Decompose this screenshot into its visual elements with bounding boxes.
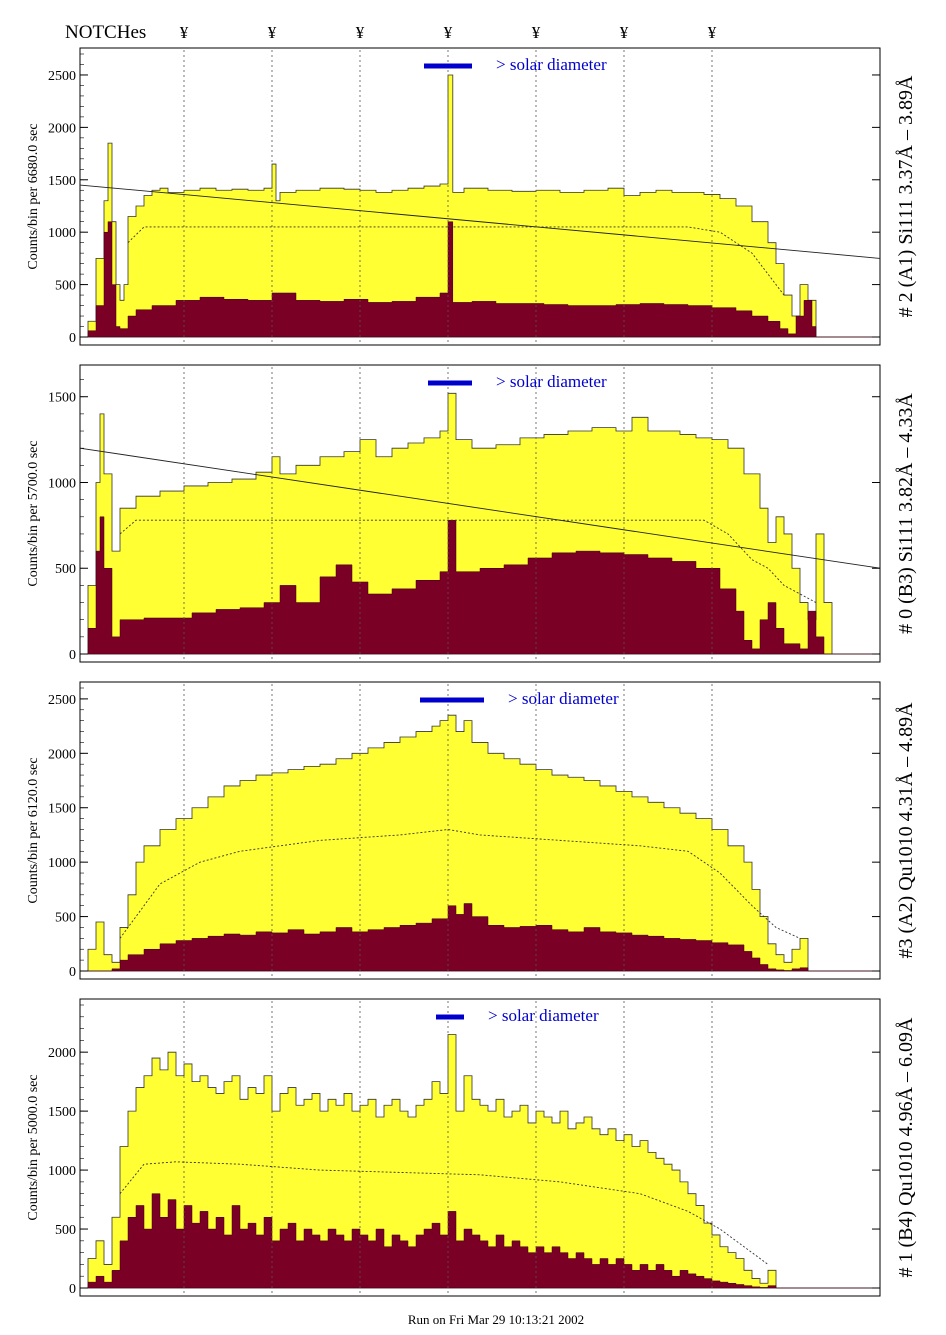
y-tick-label: 2500	[48, 69, 76, 84]
y-tick-label: 1500	[48, 1105, 76, 1120]
trend-line	[79, 447, 881, 569]
panel-side-label: # 0 (B3) Si111 3.82Å – 4.33Å	[895, 393, 917, 634]
solar-diameter-annotation: > solar diameter	[488, 1006, 599, 1025]
y-tick-label: 0	[69, 648, 76, 663]
notches-label: NOTCHes	[65, 22, 146, 43]
y-tick-label: 2000	[48, 1046, 76, 1061]
notch-marker: ¥	[444, 23, 453, 42]
notch-marker: ¥	[268, 23, 277, 42]
panels: 0 500 1000 1500 2000 2500 Counts/bin per 6680.…	[26, 47, 917, 1297]
run-footer: Run on Fri Mar 29 10:13:21 2002	[408, 1312, 584, 1327]
notch-marker: ¥	[180, 23, 189, 42]
y-tick-label: 1500	[48, 802, 76, 817]
inner-histogram	[80, 221, 880, 338]
y-tick-label: 0	[69, 965, 76, 980]
chart-panel: 0 500 1000 1500 Counts/bin per 5700.0 sec # 0…	[26, 364, 917, 663]
chart-panel: 0 500 1000 1500 2000 2500 Counts/bin per 6680.…	[26, 47, 917, 346]
y-tick-label: 500	[55, 1223, 76, 1238]
y-axis-label: Counts/bin per 5700.0 sec	[26, 440, 41, 586]
panel-side-label: # 1 (B4) Qu1010 4.96Å – 6.09Å	[895, 1017, 917, 1278]
y-tick-label: 1500	[48, 174, 76, 189]
inner-histogram	[80, 516, 880, 655]
outer-histogram	[80, 714, 880, 972]
inner-histogram	[80, 1193, 880, 1289]
notch-marker: ¥	[708, 23, 717, 42]
inner-histogram	[80, 903, 880, 972]
y-tick-label: 2000	[48, 121, 76, 136]
y-tick-label: 2500	[48, 693, 76, 708]
y-tick-label: 1000	[48, 1164, 76, 1179]
notch-marker: ¥	[532, 23, 541, 42]
y-tick-label: 2000	[48, 747, 76, 762]
solar-diameter-annotation: > solar diameter	[496, 372, 607, 391]
y-tick-label: 1000	[48, 856, 76, 871]
panel-side-label: # 2 (A1) Si111 3.37Å – 3.89Å	[895, 75, 917, 317]
notch-marker: ¥	[356, 23, 365, 42]
panel-side-label: #3 (A2) Qu1010 4.31Å – 4.89Å	[895, 702, 917, 959]
y-tick-label: 1000	[48, 226, 76, 241]
outer-histogram	[80, 74, 880, 338]
fit-curve	[119, 519, 817, 603]
solar-diameter-annotation: > solar diameter	[508, 689, 619, 708]
outer-histogram	[80, 1034, 880, 1289]
y-axis-label: Counts/bin per 6680.0 sec	[26, 123, 41, 269]
y-tick-label: 500	[55, 911, 76, 926]
chart-panel: 0 500 1000 1500 2000 Counts/bin per 5000.0 se…	[26, 998, 917, 1297]
solar-diameter-annotation: > solar diameter	[496, 55, 607, 74]
y-tick-label: 0	[69, 1282, 76, 1297]
notch-markers: ¥ ¥ ¥ ¥ ¥ ¥ ¥	[180, 23, 717, 42]
y-tick-label: 0	[69, 331, 76, 346]
y-axis-label: Counts/bin per 5000.0 sec	[26, 1074, 41, 1220]
fit-curve	[119, 829, 801, 939]
y-tick-label: 500	[55, 562, 76, 577]
y-tick-label: 500	[55, 279, 76, 294]
notch-marker: ¥	[620, 23, 629, 42]
chart-panel: 0 500 1000 1500 2000 2500 Counts/bin per 6120.…	[26, 681, 917, 980]
y-axis-label: Counts/bin per 6120.0 sec	[26, 757, 41, 903]
y-tick-label: 1500	[48, 391, 76, 406]
y-tick-label: 1000	[48, 476, 76, 491]
trend-line	[79, 184, 881, 259]
